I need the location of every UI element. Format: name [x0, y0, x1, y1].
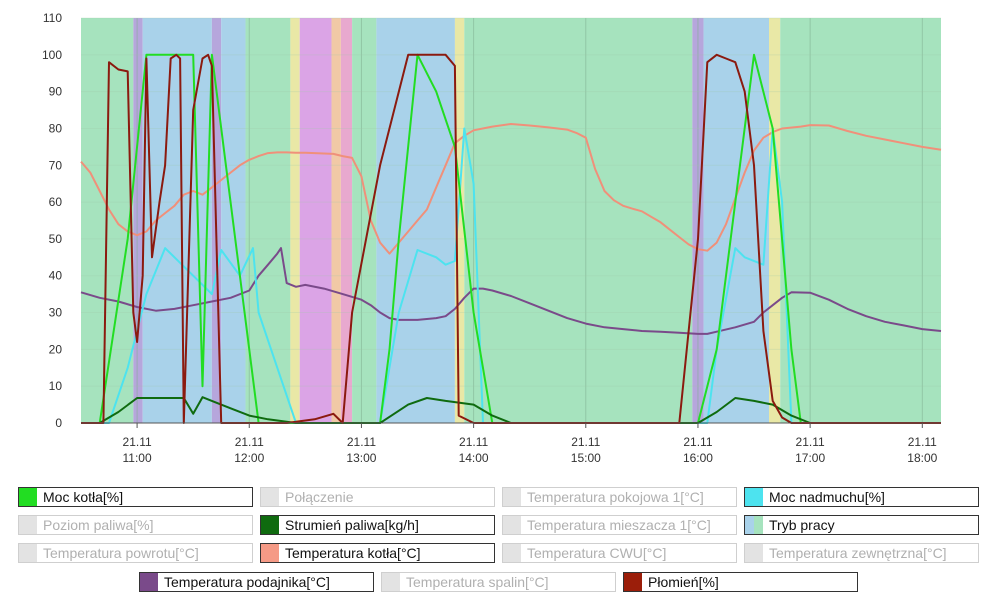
legend-swatch [261, 516, 279, 534]
x-tick-date: 21.11 [235, 435, 264, 449]
mode-band [299, 18, 332, 423]
legend-item[interactable]: Temperatura zewnętrzna[°C] [744, 543, 979, 563]
legend-swatch [503, 544, 521, 562]
x-tick-date: 21.11 [683, 435, 712, 449]
y-tick-label: 90 [49, 85, 63, 99]
x-tick-time: 15:00 [571, 451, 601, 465]
x-tick-time: 14:00 [459, 451, 489, 465]
legend-item[interactable]: Płomień[%] [623, 572, 858, 592]
legend-swatch [745, 544, 763, 562]
legend-label: Temperatura powrotu[°C] [43, 545, 199, 561]
y-tick-label: 70 [49, 158, 63, 172]
y-tick-label: 30 [49, 306, 63, 320]
legend-label: Temperatura kotła[°C] [285, 545, 421, 561]
series-line [81, 127, 941, 424]
mode-band [454, 18, 465, 423]
legend-swatch [261, 488, 279, 506]
mode-band [245, 18, 291, 423]
series-line [80, 123, 942, 255]
y-tick-label: 50 [49, 232, 63, 246]
legend-swatch [382, 573, 400, 591]
legend-item[interactable]: Moc kotła[%] [18, 487, 253, 507]
x-axis: 21.11 11:00 21.11 12:00 21.11 13:00 21.11 14:00… [81, 422, 941, 465]
x-tick-date: 21.11 [123, 435, 152, 449]
mode-band [142, 18, 212, 423]
x-tick-time: 18:00 [907, 451, 937, 465]
x-tick-time: 12:00 [234, 451, 264, 465]
legend-swatch [19, 488, 37, 506]
x-tick-date: 21.11 [347, 435, 376, 449]
legend-swatch [19, 544, 37, 562]
legend-item[interactable]: Temperatura CWU[°C] [502, 543, 737, 563]
mode-band [290, 18, 300, 423]
series-lines [80, 53, 942, 424]
legend-item[interactable]: Tryb pracy [744, 515, 979, 535]
y-tick-label: 110 [43, 11, 62, 25]
legend-item[interactable]: Temperatura powrotu[°C] [18, 543, 253, 563]
legend-item[interactable]: Moc nadmuchu[%] [744, 487, 979, 507]
legend-label: Moc kotła[%] [43, 489, 124, 505]
legend-label: Temperatura zewnętrzna[°C] [769, 545, 947, 561]
grid-lines [81, 17, 941, 424]
series-line [81, 396, 941, 424]
legend-label: Temperatura CWU[°C] [527, 545, 667, 561]
legend-label: Temperatura spalin[°C] [406, 574, 549, 590]
x-tick-time: 11:00 [123, 451, 152, 465]
y-tick-label: 20 [49, 342, 63, 356]
mode-band [340, 18, 353, 423]
y-tick-label: 60 [49, 195, 63, 209]
legend-label: Połączenie [285, 489, 354, 505]
legend-swatch [19, 516, 37, 534]
legend-label: Tryb pracy [769, 517, 835, 533]
mode-band [133, 18, 143, 423]
mode-band [769, 18, 781, 423]
legend-label: Płomień[%] [648, 574, 719, 590]
legend-swatch [624, 573, 642, 591]
legend-item[interactable]: Połączenie [260, 487, 495, 507]
legend-label: Moc nadmuchu[%] [769, 489, 885, 505]
y-tick-label: 10 [49, 379, 63, 393]
legend-item[interactable]: Temperatura podajnika[°C] [139, 572, 374, 592]
legend-label: Temperatura podajnika[°C] [164, 574, 330, 590]
legend-item[interactable]: Temperatura pokojowa 1[°C] [502, 487, 737, 507]
legend-item[interactable]: Poziom paliwa[%] [18, 515, 253, 535]
y-tick-label: 80 [49, 121, 63, 135]
legend-swatch [745, 516, 763, 534]
x-tick-time: 16:00 [683, 451, 713, 465]
mode-band [780, 18, 941, 423]
series-line [81, 53, 941, 424]
x-tick-time: 17:00 [795, 451, 825, 465]
legend-item[interactable]: Strumień paliwa[kg/h] [260, 515, 495, 535]
legend-label: Temperatura pokojowa 1[°C] [527, 489, 704, 505]
x-tick-date: 21.11 [796, 435, 825, 449]
mode-band [464, 18, 693, 423]
legend-item[interactable]: Temperatura kotła[°C] [260, 543, 495, 563]
x-tick-date: 21.11 [459, 435, 488, 449]
legend-label: Temperatura mieszacza 1[°C] [527, 517, 711, 533]
legend-label: Strumień paliwa[kg/h] [285, 517, 419, 533]
legend-swatch [261, 544, 279, 562]
legend-swatch [140, 573, 158, 591]
x-tick-time: 13:00 [346, 451, 376, 465]
mode-band [331, 18, 341, 423]
y-tick-label: 100 [42, 48, 62, 62]
legend-swatch [503, 488, 521, 506]
y-axis: 0 10 20 30 40 50 60 70 80 90 100 110 [42, 11, 62, 430]
legend-item[interactable]: Temperatura spalin[°C] [381, 572, 616, 592]
legend-item[interactable]: Temperatura mieszacza 1[°C] [502, 515, 737, 535]
legend-swatch [503, 516, 521, 534]
x-tick-date: 21.11 [571, 435, 600, 449]
work-mode-bands [81, 18, 941, 423]
mode-band [352, 18, 377, 423]
x-tick-date: 21.11 [908, 435, 937, 449]
y-tick-label: 0 [55, 416, 62, 430]
legend-label: Poziom paliwa[%] [43, 517, 154, 533]
legend-swatch [745, 488, 763, 506]
y-tick-label: 40 [49, 269, 63, 283]
